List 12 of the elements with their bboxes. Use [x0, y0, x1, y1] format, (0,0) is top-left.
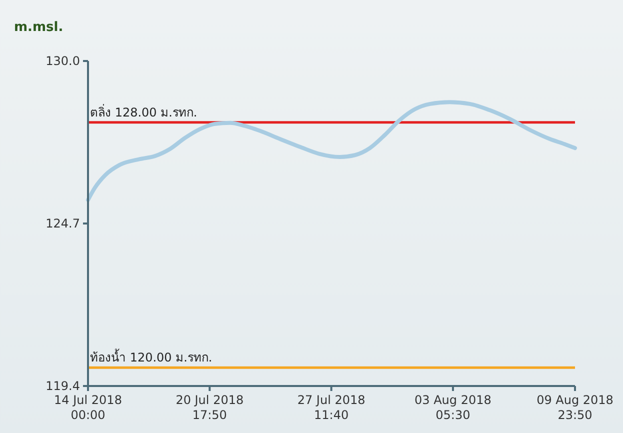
- ref-line-label: ตลิ่ง 128.00 ม.รทก.: [90, 103, 198, 120]
- x-tick-label: 27 Jul 2018 11:40: [297, 393, 366, 422]
- x-tick-label: 20 Jul 2018 17:50: [176, 393, 244, 422]
- line-series: [86, 100, 577, 202]
- y-tick-label: 124.7: [46, 216, 80, 231]
- y-tick-label: 130.0: [46, 54, 80, 68]
- y-tick-label: 119.4: [46, 379, 80, 394]
- ref-line-label: ท้องน้ำ 120.00 ม.รทก.: [90, 348, 212, 365]
- y-axis-title: m.msl.: [14, 20, 64, 35]
- x-tick-label: 14 Jul 2018 00:00: [54, 393, 122, 422]
- x-tick-label: 09 Aug 2018 23:50: [536, 393, 614, 422]
- x-tick-label: 03 Aug 2018 05:30: [414, 393, 492, 422]
